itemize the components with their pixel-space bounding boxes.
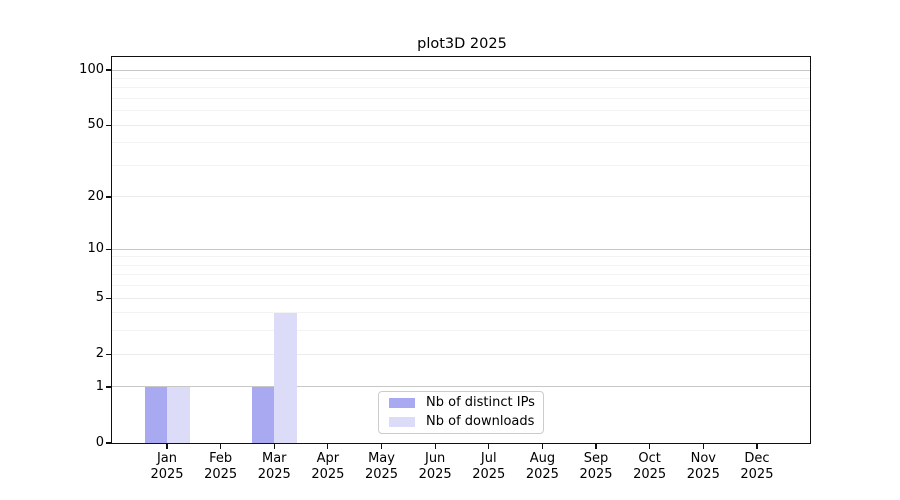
y-gridline-minor [112, 312, 810, 314]
y-gridline [112, 386, 810, 388]
bar-downloads [167, 386, 190, 443]
y-gridline-minor [112, 264, 810, 266]
y-tick-label: 50 [87, 117, 104, 133]
legend-swatch-distinct-ips [389, 398, 415, 408]
x-tick-month: Apr [316, 451, 340, 466]
x-tick-year: 2025 [418, 467, 452, 482]
y-tick-mark [106, 196, 112, 198]
y-gridline [112, 297, 810, 299]
x-tick-month: Sep [583, 451, 609, 466]
x-tick-month: Oct [638, 451, 661, 466]
x-tick-mark [488, 444, 490, 449]
x-tick-label-mar: Mar 2025 [242, 451, 306, 483]
y-gridline-minor [112, 110, 810, 112]
y-tick-mark [106, 248, 112, 250]
plot-area [111, 56, 811, 444]
y-gridline [112, 353, 810, 355]
y-gridline [112, 124, 810, 126]
y-gridline-minor [112, 77, 810, 79]
x-tick-mark [166, 444, 168, 449]
y-gridline-minor [112, 87, 810, 89]
x-tick-month: Jul [480, 451, 497, 466]
x-tick-mark [595, 444, 597, 449]
legend-swatch-downloads [389, 417, 415, 427]
bar-distinct-ips [251, 386, 275, 443]
x-tick-year: 2025 [257, 467, 291, 482]
x-tick-label-jun: Jun 2025 [403, 451, 467, 483]
x-tick-mark [220, 444, 222, 449]
x-tick-label-aug: Aug 2025 [510, 451, 574, 483]
x-tick-mark [273, 444, 275, 449]
x-tick-year: 2025 [311, 467, 345, 482]
y-tick-mark [106, 124, 112, 126]
y-gridline-minor [112, 256, 810, 258]
y-tick-label: 1 [95, 378, 104, 394]
y-gridline [112, 196, 810, 198]
legend-label-distinct-ips: Nb of distinct IPs [426, 395, 535, 410]
x-tick-year: 2025 [633, 467, 667, 482]
y-gridline-minor [112, 274, 810, 276]
x-tick-mark [380, 444, 383, 449]
x-tick-year: 2025 [472, 467, 506, 482]
x-tick-label-feb: Feb 2025 [189, 451, 253, 483]
y-tick-mark [106, 297, 112, 299]
x-tick-label-may: May 2025 [350, 451, 414, 483]
legend-item-downloads: Nb of downloads [389, 415, 535, 429]
x-tick-year: 2025 [686, 467, 720, 482]
x-tick-month: Nov [690, 451, 716, 466]
x-tick-month: Mar [261, 451, 287, 466]
x-tick-year: 2025 [579, 467, 613, 482]
x-tick-mark [327, 444, 329, 449]
legend-item-distinct-ips: Nb of distinct IPs [389, 396, 535, 410]
x-tick-year: 2025 [204, 467, 238, 482]
x-tick-year: 2025 [740, 467, 774, 482]
y-gridline [112, 69, 810, 71]
y-tick-mark [106, 442, 112, 444]
x-tick-label-apr: Apr 2025 [296, 451, 360, 483]
x-tick-mark [649, 444, 651, 449]
x-tick-mark [756, 444, 758, 449]
y-tick-mark [106, 386, 112, 388]
x-tick-month: Aug [529, 451, 556, 466]
x-tick-label-jan: Jan 2025 [135, 451, 199, 483]
x-tick-year: 2025 [150, 467, 184, 482]
x-tick-month: Feb [209, 451, 233, 466]
x-tick-mark [702, 444, 704, 449]
y-tick-label: 20 [87, 188, 104, 204]
y-gridline-minor [112, 330, 810, 332]
y-tick-mark [106, 69, 112, 71]
y-tick-label: 100 [79, 62, 104, 77]
x-tick-month: May [368, 451, 395, 466]
x-tick-label-nov: Nov 2025 [671, 451, 735, 483]
y-gridline-minor [112, 142, 810, 144]
bar-downloads [274, 312, 297, 443]
chart-title: plot3D 2025 [417, 36, 507, 52]
y-gridline-minor [112, 285, 810, 287]
x-tick-year: 2025 [364, 467, 399, 482]
x-tick-mark [541, 444, 543, 449]
x-tick-month: Jan [156, 451, 178, 466]
x-tick-label-oct: Oct 2025 [618, 451, 682, 483]
x-tick-month: Jun [424, 451, 446, 466]
y-gridline [112, 248, 810, 250]
x-tick-month: Dec [744, 451, 770, 466]
x-tick-mark [434, 444, 436, 449]
x-tick-label-jul: Jul 2025 [457, 451, 521, 483]
legend: Nb of distinct IPs Nb of downloads [378, 391, 544, 434]
y-gridline-minor [112, 97, 810, 99]
y-tick-label: 10 [87, 241, 104, 257]
x-tick-year: 2025 [525, 467, 559, 482]
bar-distinct-ips [144, 386, 167, 443]
x-tick-label-dec: Dec 2025 [725, 451, 789, 483]
legend-label-downloads: Nb of downloads [426, 414, 535, 429]
y-tick-label: 0 [95, 435, 104, 450]
y-tick-mark [106, 353, 112, 355]
y-tick-label: 2 [95, 346, 104, 362]
y-tick-label: 5 [95, 290, 104, 306]
x-tick-label-sep: Sep 2025 [564, 451, 628, 483]
y-gridline-minor [112, 164, 810, 166]
